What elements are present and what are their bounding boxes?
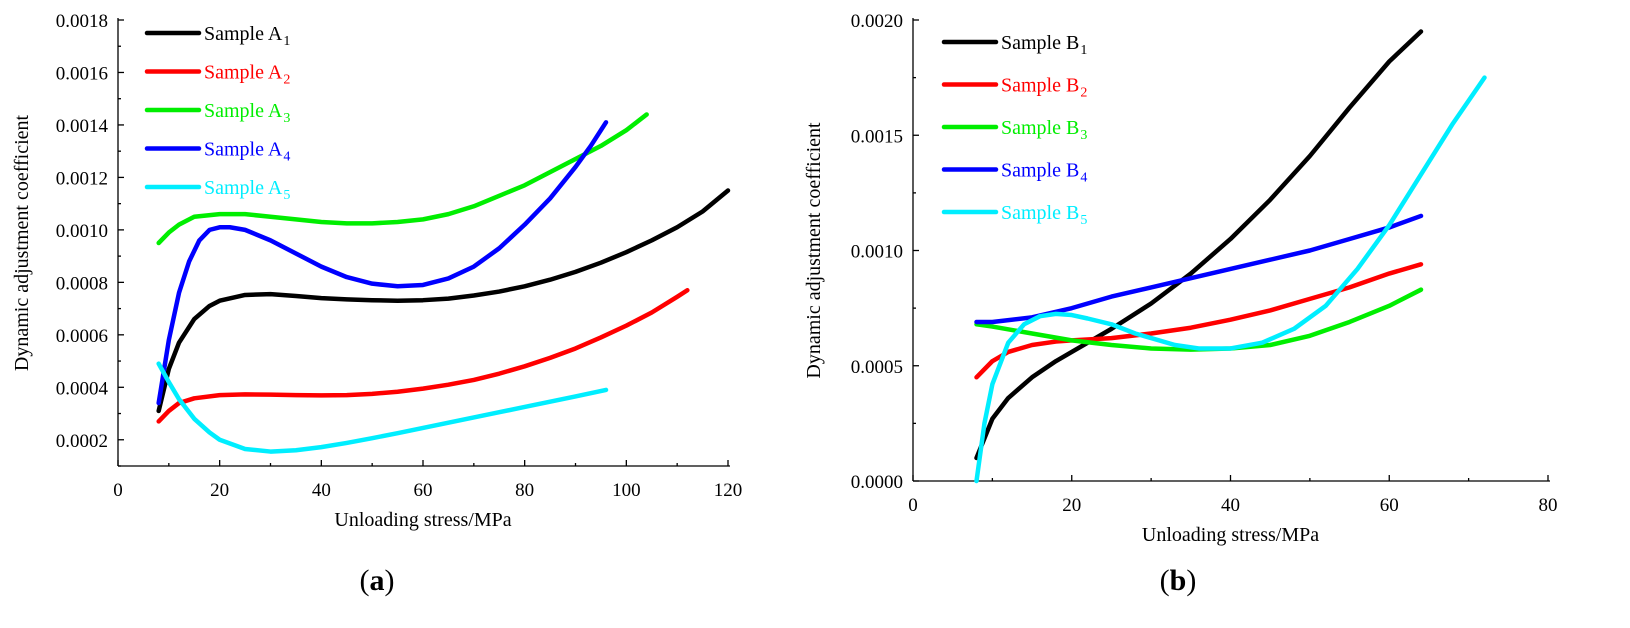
x-tick-label: 60 xyxy=(1380,495,1399,516)
legend-label: Sample A2 xyxy=(204,62,290,88)
y-tick-label: 0.0005 xyxy=(851,357,903,378)
y-tick-label: 0.0016 xyxy=(56,63,108,84)
x-tick-label: 60 xyxy=(414,480,433,501)
legend-label: Sample B5 xyxy=(1001,202,1087,228)
chart-panel-a: 0 20 40 60 80 100 120 0.0002 0.0004 0.0006 0.0008 0… xyxy=(11,11,742,597)
x-tick-label: 20 xyxy=(210,480,229,501)
y-tick-label: 0.0012 xyxy=(56,168,108,189)
legend-label: Sample A3 xyxy=(204,100,290,126)
series-line-1 xyxy=(156,188,731,414)
y-tick-label: 0.0018 xyxy=(56,11,108,32)
x-tick-label: 0 xyxy=(908,495,918,516)
y-tick-label: 0.0002 xyxy=(56,431,108,452)
panel-label: (a) xyxy=(360,564,395,597)
y-axis-label: Dynamic adjustment coefficient xyxy=(803,122,825,379)
series-line-3 xyxy=(974,287,1424,352)
y-tick-label: 0.0008 xyxy=(56,273,108,294)
y-tick-label: 0.0004 xyxy=(56,378,109,399)
series-line-1 xyxy=(974,29,1424,461)
legend-label: Sample B1 xyxy=(1001,32,1087,58)
series-line-4 xyxy=(974,213,1424,325)
legend-label: Sample B4 xyxy=(1001,160,1087,186)
legend-label: Sample B2 xyxy=(1001,75,1087,101)
x-tick-label: 100 xyxy=(612,480,641,501)
panel-label: (b) xyxy=(1160,564,1197,597)
series-line-4 xyxy=(156,120,609,406)
y-tick-label: 0.0020 xyxy=(851,11,903,32)
x-tick-label: 0 xyxy=(113,480,123,501)
x-tick-label: 40 xyxy=(1221,495,1240,516)
y-tick-label: 0.0000 xyxy=(851,472,903,493)
y-tick-label: 0.0006 xyxy=(56,326,108,347)
legend-label: Sample A4 xyxy=(204,139,290,165)
y-tick-label: 0.0015 xyxy=(851,126,903,147)
x-tick-label: 20 xyxy=(1062,495,1081,516)
legend-label: Sample A1 xyxy=(204,23,290,49)
series-line-5 xyxy=(156,361,609,454)
series-line-2 xyxy=(156,287,690,424)
x-axis-label: Unloading stress/MPa xyxy=(334,509,511,531)
x-axis-label: Unloading stress/MPa xyxy=(1142,524,1319,546)
x-tick-label: 80 xyxy=(1539,495,1558,516)
x-tick-label: 120 xyxy=(714,480,743,501)
chart-panel-b: 0 20 40 60 80 0.0000 0.0005 0.0010 0.0015 0.0020 U… xyxy=(803,11,1558,597)
series-line-5 xyxy=(974,75,1487,484)
x-tick-label: 80 xyxy=(515,480,534,501)
series-line-3 xyxy=(156,112,649,246)
legend-label: Sample B3 xyxy=(1001,117,1087,143)
x-tick-label: 40 xyxy=(312,480,331,501)
y-tick-label: 0.0010 xyxy=(56,221,108,242)
legend-label: Sample A5 xyxy=(204,177,290,203)
y-axis-label: Dynamic adjustment coefficient xyxy=(11,114,33,371)
y-tick-label: 0.0010 xyxy=(851,242,903,263)
y-tick-label: 0.0014 xyxy=(56,116,109,137)
